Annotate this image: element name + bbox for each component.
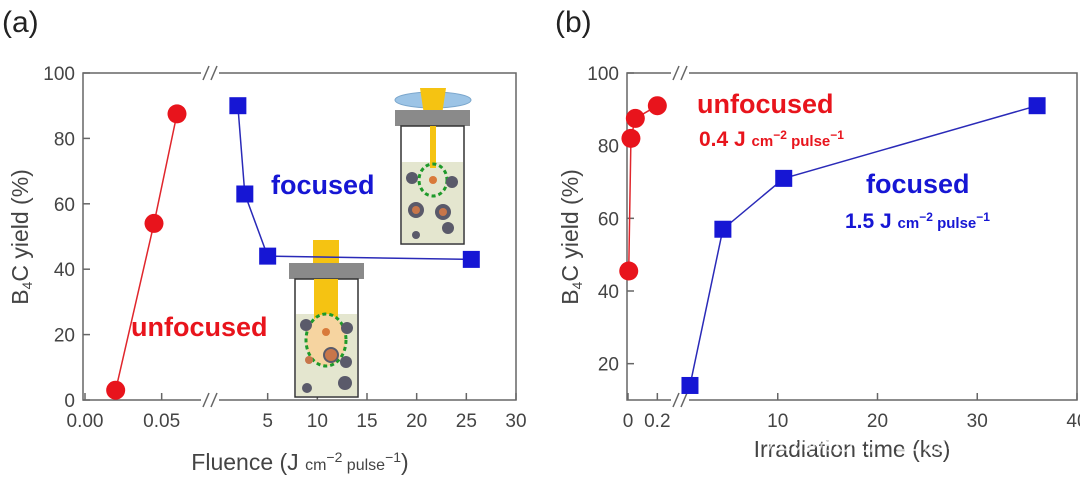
x-tick-label: 20 xyxy=(406,411,427,432)
panel-b-ylabel: B4C yield (%) xyxy=(557,169,585,305)
panel-a-focused-label: focused xyxy=(271,170,375,200)
unfocused-data-point xyxy=(647,96,667,116)
panel-b-unfocused-label: unfocused xyxy=(697,89,834,119)
x-tick-label: 25 xyxy=(456,411,477,432)
x-tick-label: 0.05 xyxy=(143,411,180,432)
unfocused-data-point xyxy=(625,108,645,128)
focused-data-point xyxy=(462,250,480,268)
unfocused-data-point xyxy=(167,104,187,124)
focused-data-point xyxy=(714,220,732,238)
panel-a-frame xyxy=(82,72,517,401)
x-tick-label: 10 xyxy=(307,411,328,432)
x-tick-label: 0.00 xyxy=(67,411,104,432)
x-tick-label: 30 xyxy=(505,411,526,432)
panel-b: (b) 20 40 60 80 100 0 0.2 10 20 30 40 B4C yield (%… xyxy=(555,6,1080,462)
unfocused-data-point xyxy=(144,213,164,233)
y-tick-label: 80 xyxy=(54,129,75,150)
panel-b-unfocused-condition: 0.4 J cm−2 pulse−1 xyxy=(699,128,844,151)
panel-a-axis-break-bottom xyxy=(201,392,219,408)
panel-b-axis-break-top xyxy=(671,65,689,81)
panel-a-axis-break-top xyxy=(201,65,219,81)
unfocused-series-line xyxy=(114,113,178,391)
y-tick-label: 100 xyxy=(43,64,75,85)
x-tick-label: 0 xyxy=(623,411,634,432)
panel-a-unfocused-label: unfocused xyxy=(131,312,268,342)
watermark-text: 江苏激光产业创新联盟 xyxy=(765,426,1025,456)
x-tick-label: 15 xyxy=(356,411,377,432)
unfocused-data-point xyxy=(106,380,126,400)
y-tick-label: 20 xyxy=(598,355,619,376)
y-tick-label: 60 xyxy=(54,195,75,216)
unfocused-setup-illustration xyxy=(289,240,364,398)
panel-b-focused-label: focused xyxy=(866,169,970,199)
y-tick-label: 40 xyxy=(54,260,75,281)
y-tick-label: 0 xyxy=(64,391,75,412)
focused-series-line xyxy=(237,105,472,261)
y-tick-label: 60 xyxy=(598,209,619,230)
x-tick-label: 10 xyxy=(767,411,788,432)
unfocused-data-point xyxy=(619,261,639,281)
unfocused-data-point xyxy=(621,128,641,148)
panel-b-data xyxy=(619,96,1046,394)
panel-b-frame xyxy=(626,72,1078,401)
focused-series-line xyxy=(689,104,1038,386)
panel-b-axis-break-bottom xyxy=(671,392,689,408)
panel-a-xlabel: Fluence (J cm−2 pulse−1) xyxy=(191,449,408,475)
panel-b-ticks: 20 40 60 80 100 0 0.2 10 20 30 40 xyxy=(587,64,1080,432)
panel-b-xlabel: Irradiation time (ks) xyxy=(754,436,951,462)
y-tick-label: 40 xyxy=(598,282,619,303)
panel-a-ylabel: B4C yield (%) xyxy=(7,169,35,305)
x-tick-label: 30 xyxy=(967,411,988,432)
focused-data-point xyxy=(1028,97,1046,115)
x-tick-label: 5 xyxy=(262,411,273,432)
panel-b-focused-condition: 1.5 J cm−2 pulse−1 xyxy=(845,210,990,233)
focused-data-point xyxy=(229,97,247,115)
y-tick-label: 20 xyxy=(54,326,75,347)
unfocused-series-line xyxy=(627,105,658,272)
y-tick-label: 80 xyxy=(598,137,619,158)
panel-a: (a) 0 20 40 60 80 100 0.00 0.05 5 10 15 20 25 30 B4C … xyxy=(2,6,527,475)
focused-data-point xyxy=(775,169,793,187)
focused-data-point xyxy=(236,185,254,203)
focused-setup-illustration xyxy=(394,88,472,245)
x-tick-label: 20 xyxy=(867,411,888,432)
focused-data-point xyxy=(259,247,277,265)
panel-a-label: (a) xyxy=(2,6,39,39)
x-tick-label: 0.2 xyxy=(644,411,670,432)
panel-b-label: (b) xyxy=(555,6,592,39)
x-tick-label: 40 xyxy=(1066,411,1080,432)
panel-a-ticks: 0 20 40 60 80 100 0.00 0.05 5 10 15 20 25 30 xyxy=(43,64,526,432)
focused-data-point xyxy=(681,376,699,394)
y-tick-label: 100 xyxy=(587,64,619,85)
panel-a-data xyxy=(106,97,480,400)
